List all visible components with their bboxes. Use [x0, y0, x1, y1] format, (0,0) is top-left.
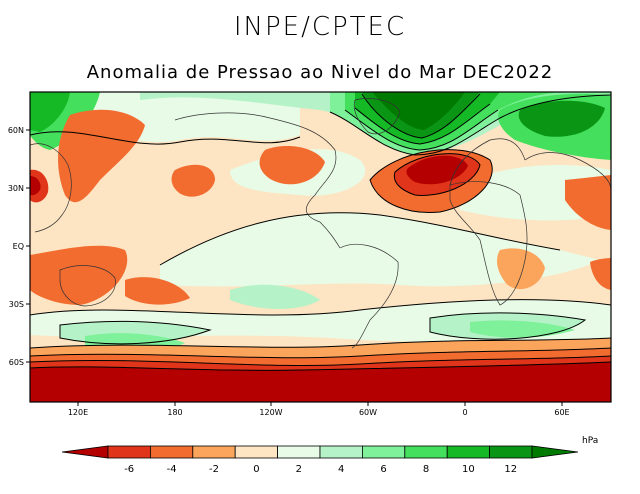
- contour-lines: [30, 93, 611, 371]
- lat-label: 30S: [9, 300, 24, 309]
- lat-labels: 60N 30N EQ 30S 60S: [8, 126, 24, 367]
- colorbar-segment: [319, 445, 363, 459]
- colorbar-tick-label: 8: [423, 464, 429, 475]
- lon-labels: 120E 180 120W 60W 0 60E: [68, 408, 570, 417]
- lat-label: 60N: [8, 126, 24, 135]
- lon-ticks: [77, 402, 563, 406]
- band-south-darkred: [30, 362, 611, 402]
- colorbar-tick-label: 0: [253, 464, 259, 475]
- colorbar-tick-label: 6: [380, 464, 386, 475]
- colorbar-labels: -6 -4 -2 0 2 4 6 8 10 12: [124, 464, 517, 475]
- colorbar-tick-label: 10: [462, 464, 475, 475]
- lat-ticks: [26, 129, 30, 363]
- colorbar-segment: [489, 445, 533, 459]
- map-frame: [29, 91, 612, 403]
- colorbar-tick-label: -2: [209, 464, 219, 475]
- colorbar-tick-label: 4: [338, 464, 344, 475]
- colorbar-segment: [531, 445, 579, 459]
- colorbar-segment: [61, 445, 109, 459]
- region-npac-orange: [171, 164, 215, 197]
- map-title: Anomalia de Pressao ao Nivel do Mar DEC2…: [86, 62, 554, 83]
- region-siberia-green2: [518, 100, 605, 137]
- colorbar-tick-label: -4: [167, 464, 177, 475]
- lat-label: 30N: [8, 184, 24, 193]
- coastlines: [30, 98, 611, 349]
- colorbar-segment: [446, 445, 491, 459]
- region-arctic-green6: [372, 92, 465, 130]
- lat-label: EQ: [13, 242, 24, 251]
- colorbar-tick-label: 12: [504, 464, 517, 475]
- region-wpac-orange: [30, 245, 128, 305]
- lat-label: 60S: [9, 358, 24, 367]
- region-e2-orange: [590, 258, 611, 290]
- lon-label: 60E: [554, 408, 569, 417]
- region-w-darkred: [30, 176, 41, 196]
- colorbar-segment: [192, 445, 236, 459]
- region-indian-green2: [470, 320, 575, 338]
- colorbar-tick-label: 2: [296, 464, 302, 475]
- colorbar-unit: hPa: [582, 436, 598, 446]
- colorbar-segments: [61, 445, 579, 459]
- region-spac-orange: [125, 277, 190, 305]
- region-e-orange: [565, 175, 611, 230]
- colorbar-segment: [234, 445, 278, 459]
- region-na-orange: [259, 146, 325, 185]
- lon-label: 120E: [68, 408, 88, 417]
- lon-label: 0: [462, 408, 467, 417]
- region-nw-green2: [30, 92, 70, 132]
- colorbar-segment: [361, 445, 406, 459]
- lon-label: 60W: [359, 408, 377, 417]
- lon-label: 120W: [259, 408, 282, 417]
- org-title: INPE/CPTEC: [233, 12, 407, 42]
- colorbar-segment: [149, 445, 194, 459]
- colorbar-segment: [404, 445, 448, 459]
- colorbar-segment: [277, 445, 321, 459]
- region-sp-green: [230, 284, 320, 309]
- colorbar-tick-label: -6: [124, 464, 134, 475]
- colorbar-segment: [107, 445, 151, 459]
- region-africa-orange: [497, 248, 545, 290]
- colorbar: hPa -6 -4 -2 0 2 4 6 8 10 12: [61, 436, 598, 475]
- lon-label: 180: [167, 408, 182, 417]
- map-field: [30, 92, 611, 402]
